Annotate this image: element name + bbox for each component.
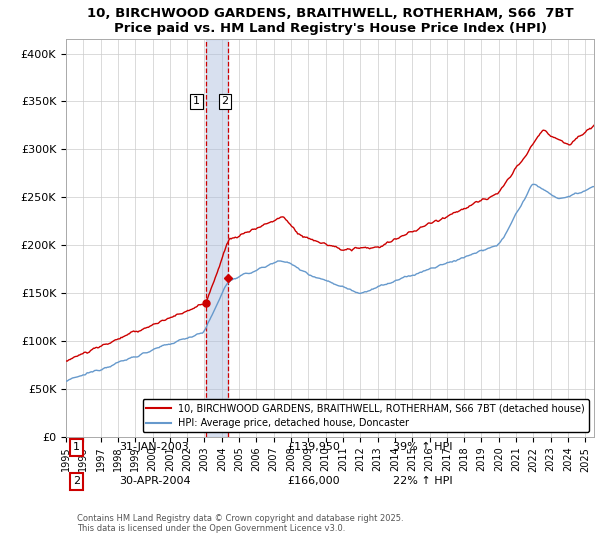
Text: 1: 1 [193,96,200,106]
Text: Contains HM Land Registry data © Crown copyright and database right 2025.
This d: Contains HM Land Registry data © Crown c… [77,514,403,533]
Text: 39% ↑ HPI: 39% ↑ HPI [394,442,453,452]
Text: 30-APR-2004: 30-APR-2004 [119,477,190,487]
Text: 2: 2 [221,96,229,106]
Text: 31-JAN-2003: 31-JAN-2003 [119,442,188,452]
Bar [206,39,227,437]
Text: 2: 2 [73,477,80,487]
Text: 1: 1 [73,442,80,452]
Legend: 10, BIRCHWOOD GARDENS, BRAITHWELL, ROTHERHAM, S66 7BT (detached house), HPI: Ave: 10, BIRCHWOOD GARDENS, BRAITHWELL, ROTHE… [143,399,589,432]
Title: 10, BIRCHWOOD GARDENS, BRAITHWELL, ROTHERHAM, S66  7BT
Price paid vs. HM Land Re: 10, BIRCHWOOD GARDENS, BRAITHWELL, ROTHE… [86,7,574,35]
Text: £139,950: £139,950 [288,442,341,452]
Text: 22% ↑ HPI: 22% ↑ HPI [394,477,453,487]
Text: £166,000: £166,000 [288,477,340,487]
